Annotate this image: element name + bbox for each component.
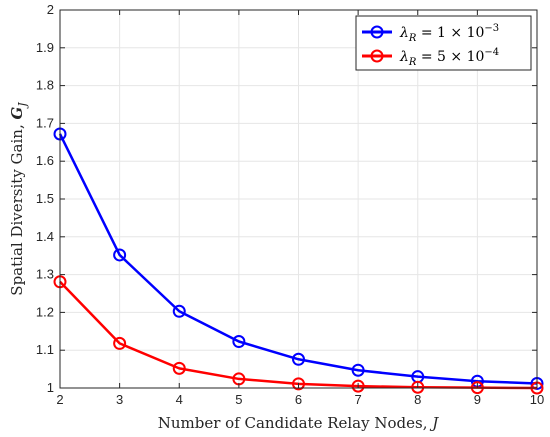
legend-1-lambda: λ [399, 25, 409, 41]
y-tick-label: 1.6 [36, 153, 54, 168]
legend-1-rest: = 1 × 10 [416, 25, 484, 41]
y-tick-label: 1 [47, 380, 54, 395]
data-point [113, 248, 127, 262]
data-point [292, 352, 305, 366]
legend-1-sub: R [408, 33, 417, 44]
y-tick-label: 2 [47, 2, 54, 17]
legend-marker-series-2 [370, 49, 384, 63]
y-tick-label: 1.5 [36, 191, 54, 206]
legend-label-series-1: λR = 1 × 10−3 [399, 23, 499, 44]
y-axis-label-sub: J [16, 102, 29, 109]
y-tick-label: 1.7 [36, 115, 54, 130]
legend-box [355, 15, 532, 71]
data-point [351, 379, 365, 393]
data-point [292, 377, 305, 391]
legend-2-exp: −4 [484, 47, 499, 58]
legend-2-sub: R [408, 57, 417, 68]
tick-labels: 2 3 4 5 6 7 8 9 10 1 1.1 1.2 1.3 1.4 1.5 1.6 1.7 1.8 1.9 2 [36, 2, 544, 407]
y-axis-label-text: Spatial Diversity Gain, [8, 120, 26, 296]
x-tick-label: 8 [414, 392, 421, 407]
data-point [172, 304, 186, 318]
data-point [113, 336, 127, 350]
x-axis-label-text: Number of Candidate Relay Nodes, [158, 414, 433, 432]
data-point [232, 335, 246, 349]
x-axis-label: Number of Candidate Relay Nodes, J [158, 414, 440, 432]
x-tick-label: 10 [530, 392, 544, 407]
data-point [172, 361, 186, 375]
y-tick-label: 1.9 [36, 40, 54, 55]
data-point [351, 363, 365, 377]
y-tick-label: 1.4 [36, 229, 54, 244]
legend-label-series-2: λR = 5 × 10−4 [399, 47, 499, 68]
y-tick-label: 1.8 [36, 78, 54, 93]
x-tick-label: 3 [116, 392, 123, 407]
data-point [411, 380, 425, 394]
x-tick-label: 9 [474, 392, 481, 407]
legend-1-exp: −3 [484, 23, 499, 34]
x-tick-label: 6 [295, 392, 302, 407]
y-tick-label: 1.2 [36, 304, 54, 319]
x-tick-label: 2 [56, 392, 63, 407]
x-axis-label-var: J [429, 414, 439, 432]
legend: λR = 1 × 10−3 λR = 5 × 10−4 [355, 15, 532, 71]
grid [60, 10, 537, 388]
y-tick-label: 1.3 [36, 267, 54, 282]
legend-2-lambda: λ [399, 49, 409, 65]
x-tick-label: 4 [176, 392, 183, 407]
x-tick-label: 7 [355, 392, 362, 407]
y-axis-label-var: G [8, 107, 26, 120]
legend-2-rest: = 5 × 10 [416, 49, 484, 65]
legend-marker-series-1 [370, 25, 384, 39]
x-tick-label: 5 [235, 392, 242, 407]
series-line-1 [58, 133, 538, 385]
y-tick-label: 1.1 [36, 342, 54, 357]
y-axis-label: Spatial Diversity Gain, GJ [8, 102, 29, 296]
